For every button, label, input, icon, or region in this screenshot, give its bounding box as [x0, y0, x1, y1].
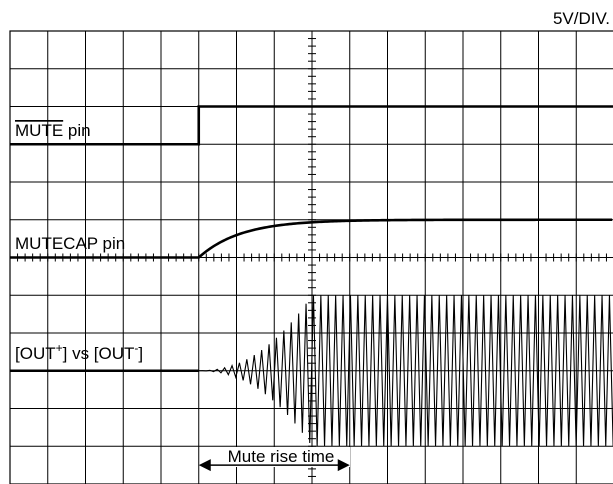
mute-label-suffix: pin	[63, 121, 90, 140]
series-mutecap-trace	[10, 218, 613, 259]
out-label-part-2: ] vs [OUT	[63, 344, 135, 363]
out-label-sup-minus: -	[134, 341, 138, 355]
series-label-out: [OUT+] vs [OUT-]	[15, 341, 143, 363]
series-label-mutecap: MUTECAP pin	[15, 234, 125, 253]
out-label-part-3: ]	[138, 344, 143, 363]
arrow-head-right	[337, 459, 350, 472]
arrow-head-left	[198, 459, 211, 472]
series-out-trace	[198, 295, 613, 447]
annotation-mute-rise-time: Mute rise time	[228, 447, 335, 466]
double-arrow	[198, 459, 350, 472]
series-label-mute: MUTE pin	[15, 121, 91, 140]
out-label-part-1: [OUT	[15, 344, 56, 363]
annotation-background	[212, 447, 350, 467]
out-label-sup-plus: +	[56, 341, 63, 355]
scale-label: 5V/DIV.	[553, 9, 610, 28]
series-mute-trace	[10, 105, 613, 146]
mute-overline-text: MUTE	[15, 121, 63, 140]
